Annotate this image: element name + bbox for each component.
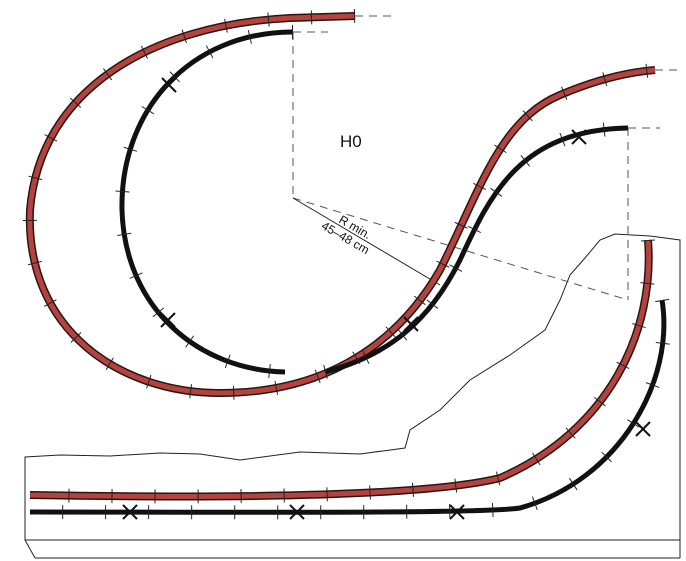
track-red	[29, 239, 652, 499]
track-black	[324, 125, 629, 375]
x-markers	[122, 77, 651, 520]
track-black	[119, 29, 294, 375]
scale-label: H0	[340, 132, 362, 151]
track-black	[29, 299, 667, 515]
radius-label: R min. 45–48 cm	[319, 212, 373, 257]
construction-lines	[292, 15, 680, 301]
track-ties	[323, 121, 629, 379]
board-outline	[24, 233, 681, 541]
board-base	[24, 539, 681, 559]
radius-line	[292, 197, 441, 286]
track-red	[27, 13, 656, 396]
track-ties	[29, 298, 671, 520]
track-ties	[114, 25, 294, 379]
